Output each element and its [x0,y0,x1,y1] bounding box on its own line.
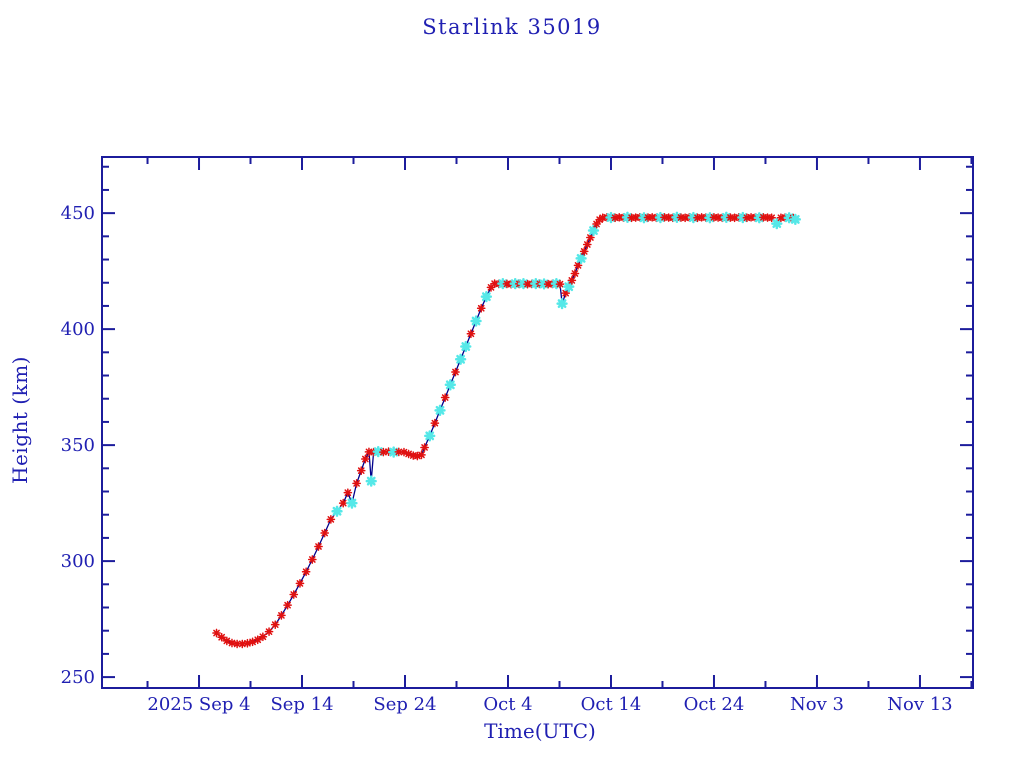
data-marker-cyan [444,379,456,391]
data-marker-cyan [460,340,472,353]
data-marker-red [227,638,237,648]
data-marker-red [561,288,571,298]
data-marker-red [212,628,221,638]
y-tick-label: 400 [61,319,95,340]
data-marker-red [295,579,305,588]
data-marker-red [582,240,592,249]
y-tick-label: 350 [61,435,95,456]
data-marker-red [555,279,565,289]
data-marker-cyan [424,430,436,442]
x-tick-label: Sep 24 [373,694,436,715]
chart-title: Starlink 35019 [422,15,602,39]
data-marker-red [767,213,777,223]
data-marker-red [570,269,580,278]
x-axis-title: Time(UTC) [484,719,596,743]
data-marker-red [258,632,268,642]
data-marker-red [592,219,601,229]
data-marker-red [237,639,247,649]
data-marker-red [364,447,374,457]
data-marker-red [307,555,317,564]
data-marker-red [579,247,589,256]
x-tick-label: Sep 14 [270,694,333,715]
x-tick-label: Nov 3 [790,694,844,715]
data-marker-red [486,283,496,292]
data-marker-red [270,620,280,630]
data-marker-red [320,528,330,538]
data-marker-red [232,639,242,649]
data-marker-red [399,447,409,457]
data-marker-cyan [365,475,377,487]
data-marker-red [567,276,577,285]
data-marker-cyan [454,353,467,365]
data-marker-cyan [331,505,343,517]
data-marker-red [379,447,388,457]
data-marker-red [595,215,605,224]
data-marker-red [343,488,353,498]
y-tick-label: 300 [61,551,95,572]
x-tick-label: Oct 4 [483,694,532,715]
data-marker-red [289,590,299,599]
data-marker-cyan [556,297,568,310]
data-marker-cyan [480,291,493,303]
data-marker-cyan [563,281,575,293]
y-tick-label: 250 [61,667,95,688]
data-marker-red [394,447,404,457]
data-marker-cyan [372,445,384,458]
data-marker-red [417,450,426,460]
data-marker-cyan [470,315,482,327]
data-marker-red [217,632,227,642]
data-marker-cyan [388,446,400,458]
plot-frame [101,156,974,689]
data-marker-cyan [575,252,587,265]
data-marker-red [352,479,361,488]
data-marker-red [466,329,476,339]
data-marker-red [361,454,370,464]
data-marker-red [586,233,595,242]
x-tick-label: Nov 13 [887,694,952,715]
y-tick-label: 450 [61,203,95,224]
x-tick-label: Oct 14 [581,694,642,715]
data-marker-red [253,635,263,645]
data-marker-red [573,260,583,270]
data-marker-red [243,638,252,648]
data-marker-red [248,637,257,647]
x-tick-label: 2025 Sep 4 [147,694,250,715]
data-marker-red [476,303,486,313]
data-marker-cyan [789,213,801,226]
data-marker-cyan [346,497,358,509]
data-marker-red [451,367,460,377]
data-marker-red [314,542,323,551]
data-marker-red [301,567,311,577]
data-marker-red [430,418,440,428]
data-marker-red [404,449,413,459]
data-marker-red [277,611,286,620]
data-marker-red [440,393,450,402]
data-marker-cyan [587,224,600,237]
data-marker-cyan [771,217,783,230]
data-marker-red [413,451,422,461]
data-marker-red [326,515,336,524]
data-marker-red [356,466,366,475]
data-marker-red [338,498,348,508]
data-marker-red [283,600,292,610]
data-marker-red [222,636,232,646]
data-marker-red [420,443,429,452]
data-marker-cyan [434,404,446,416]
x-tick-label: Oct 24 [684,694,745,715]
data-marker-red [264,627,274,636]
